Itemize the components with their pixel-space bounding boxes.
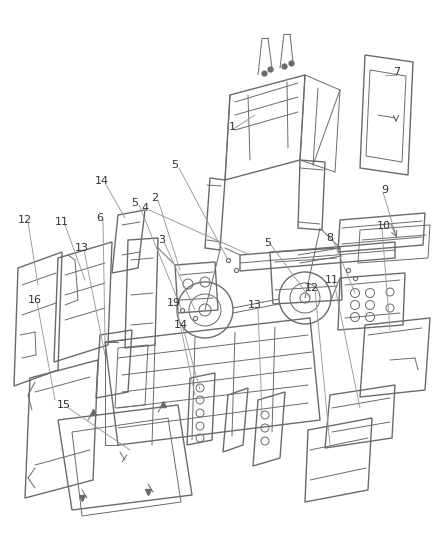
Text: 8: 8	[326, 233, 334, 243]
Text: 7: 7	[393, 67, 401, 77]
Text: 5: 5	[131, 198, 138, 208]
Text: 4: 4	[141, 203, 148, 213]
Text: 13: 13	[248, 300, 262, 310]
Text: 16: 16	[28, 295, 42, 305]
Text: 2: 2	[152, 193, 159, 203]
Text: 12: 12	[18, 215, 32, 225]
Text: 3: 3	[159, 235, 166, 245]
Text: 6: 6	[96, 213, 103, 223]
Text: 10: 10	[377, 221, 391, 231]
Text: 1: 1	[229, 122, 236, 132]
Text: 19: 19	[167, 298, 181, 308]
Text: 11: 11	[325, 275, 339, 285]
Text: 13: 13	[75, 243, 89, 253]
Text: 14: 14	[174, 320, 188, 330]
Text: 15: 15	[57, 400, 71, 410]
Text: 5: 5	[172, 160, 179, 170]
Text: 5: 5	[265, 238, 272, 248]
Text: 12: 12	[305, 283, 319, 293]
Text: 9: 9	[381, 185, 389, 195]
Text: 11: 11	[55, 217, 69, 227]
Text: 14: 14	[95, 176, 109, 186]
